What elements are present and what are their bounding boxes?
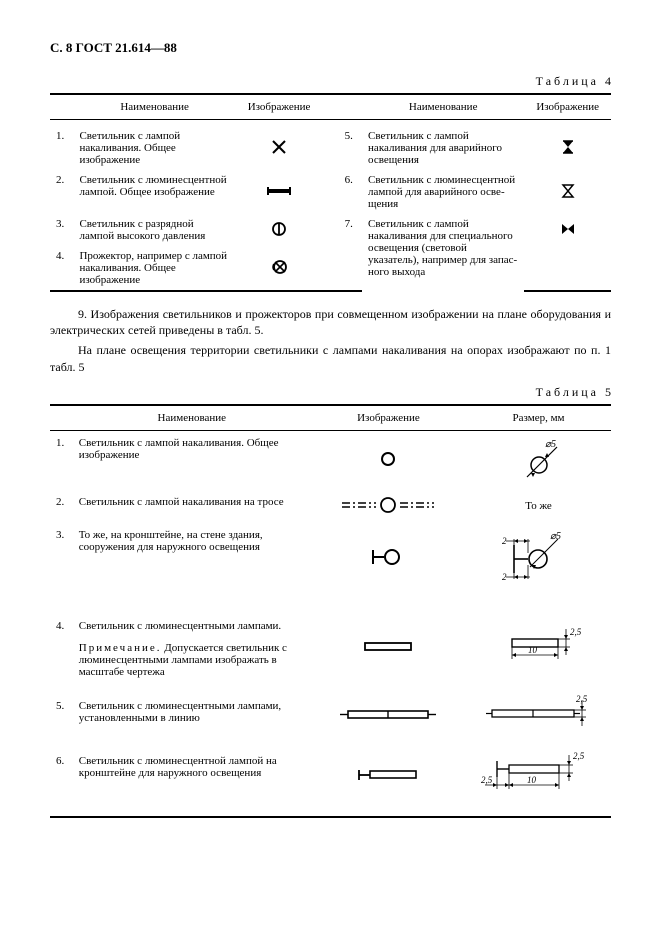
symbol-bar-icon [236, 170, 323, 214]
t5-3-n: 3. [50, 523, 73, 594]
dim-circle-d5: ⌀5 [466, 430, 611, 490]
svg-text:10: 10 [527, 775, 537, 785]
symbol-projector-icon [236, 246, 323, 291]
t4-r1-n: 5. [339, 120, 362, 171]
t5-5-t: Светильник с люминесцентными лампами, ус… [73, 684, 311, 739]
t5-row: 3. То же, на кронштейне, на стене здания… [50, 523, 611, 594]
t4-l4-t: Прожектор, например с лампой накаливания… [73, 246, 235, 291]
svg-text:2: 2 [502, 536, 507, 546]
t5-4-t: Светильник с люминесцентными лампами. Пр… [73, 594, 311, 684]
symbol-circle-bracket-icon [311, 523, 466, 594]
t4-row: 3. Светильник с разрядной лампой высоког… [50, 214, 611, 246]
t4-l2-t: Светильник с люминес­центной лампой. Общ… [73, 170, 235, 214]
dim-rect-bracket: 2,5 10 2,5 [466, 739, 611, 817]
t5-row: 1. Светильник с лампой накаливания. Обще… [50, 430, 611, 490]
t5-1-t: Светильник с лампой накаливания. Общее и… [73, 430, 311, 490]
t4-h3: Наименование [362, 94, 524, 120]
symbol-rect-icon [311, 594, 466, 684]
t4-r3-t: Светильник с лампой накаливания для спе­… [362, 214, 524, 291]
t4-r3-n: 7. [339, 214, 362, 246]
paragraph-9b: На плане освещения территории светильник… [50, 342, 611, 374]
symbol-bowtie-icon [524, 214, 611, 246]
symbol-circle-icon [311, 430, 466, 490]
page-header: С. 8 ГОСТ 21.614—88 [50, 40, 611, 56]
t5-3-t: То же, на кронштейне, на стене здания, с… [73, 523, 311, 594]
t4-row: 1. Светильник с лампой накаливания. Обще… [50, 120, 611, 171]
note-label: Примечание. [79, 642, 162, 654]
svg-text:2,5: 2,5 [573, 751, 585, 761]
svg-text:⌀5: ⌀5 [550, 531, 561, 542]
t5-2-t: Светильник с лампой накаливания на тросе [73, 490, 311, 523]
t4-r2-n: 6. [339, 170, 362, 214]
t4-l1-t: Светильник с лампой накаливания. Общее и… [73, 120, 235, 171]
t5-row: 6. Светильник с люминесцентной лампой на… [50, 739, 611, 817]
dim-rect-10-25: 2,5 10 [466, 594, 611, 684]
table5-caption-num: 5 [605, 385, 611, 399]
t4-l1-n: 1. [50, 120, 73, 171]
page: С. 8 ГОСТ 21.614—88 Таблица 4 Наименован… [0, 0, 661, 936]
symbol-hourglass-filled-icon [524, 120, 611, 171]
t4-l2-n: 2. [50, 170, 73, 214]
svg-text:2: 2 [502, 572, 507, 582]
t4-h2: Изображение [236, 94, 323, 120]
dim-bracket-circle: ⌀5 2 2 [466, 523, 611, 594]
table5-caption: Таблица 5 [50, 385, 611, 400]
t4-l3-n: 3. [50, 214, 73, 246]
t4-row: 2. Светильник с люминес­центной лампой. … [50, 170, 611, 214]
t4-l3-t: Светильник с разрядной лампой высокого д… [73, 214, 235, 246]
t5-h2: Изображение [311, 405, 466, 431]
table4-caption: Таблица 4 [50, 74, 611, 89]
table4-caption-num: 4 [605, 74, 611, 88]
paragraph-9a: 9. Изображения светильников и прожекторо… [50, 306, 611, 338]
dim-rect-line: 2,5 [466, 684, 611, 739]
table4-caption-word: Таблица [536, 74, 599, 88]
symbol-x-icon [236, 120, 323, 171]
t4-h4: Изображение [524, 94, 611, 120]
symbol-rect-bracket-icon [311, 739, 466, 817]
symbol-circle-on-wire-icon [311, 490, 466, 523]
t4-h1: Наименование [73, 94, 235, 120]
svg-text:10: 10 [528, 645, 538, 655]
t5-6-n: 6. [50, 739, 73, 817]
symbol-circle-bar-icon [236, 214, 323, 246]
table5-caption-word: Таблица [536, 385, 599, 399]
symbol-hourglass-outline-icon [524, 170, 611, 214]
t4-row: 4. Прожектор, например с лампой накалива… [50, 246, 611, 291]
t5-row: 2. Светильник с лампой накаливания на тр… [50, 490, 611, 523]
t5-4-n: 4. [50, 594, 73, 684]
t5-h1: Наименование [73, 405, 311, 431]
svg-text:⌀5: ⌀5 [545, 439, 556, 450]
t5-row: 4. Светильник с люминесцентными лампами.… [50, 594, 611, 684]
t5-2-n: 2. [50, 490, 73, 523]
t5-5-n: 5. [50, 684, 73, 739]
t4-r2-t: Светильник с люми­несцентной лампой для … [362, 170, 524, 214]
svg-text:2,5: 2,5 [576, 694, 588, 704]
table4: Наименование Изображение Наименование Из… [50, 93, 611, 292]
svg-text:2,5: 2,5 [481, 775, 493, 785]
table4-header-row: Наименование Изображение Наименование Из… [50, 94, 611, 120]
dim-same: То же [466, 490, 611, 523]
t5-6-t: Светильник с люминесцентной лампой на кр… [73, 739, 311, 817]
t4-r1-t: Светильник с лампой накаливания для ава­… [362, 120, 524, 171]
t4-l4-n: 4. [50, 246, 73, 291]
table5: Наименование Изображение Размер, мм 1. С… [50, 404, 611, 818]
t5-h3: Размер, мм [466, 405, 611, 431]
t5-row: 5. Светильник с люминесцентными лампами,… [50, 684, 611, 739]
svg-text:2,5: 2,5 [570, 627, 582, 637]
t5-1-n: 1. [50, 430, 73, 490]
symbol-rect-line-icon [311, 684, 466, 739]
table5-header-row: Наименование Изображение Размер, мм [50, 405, 611, 431]
